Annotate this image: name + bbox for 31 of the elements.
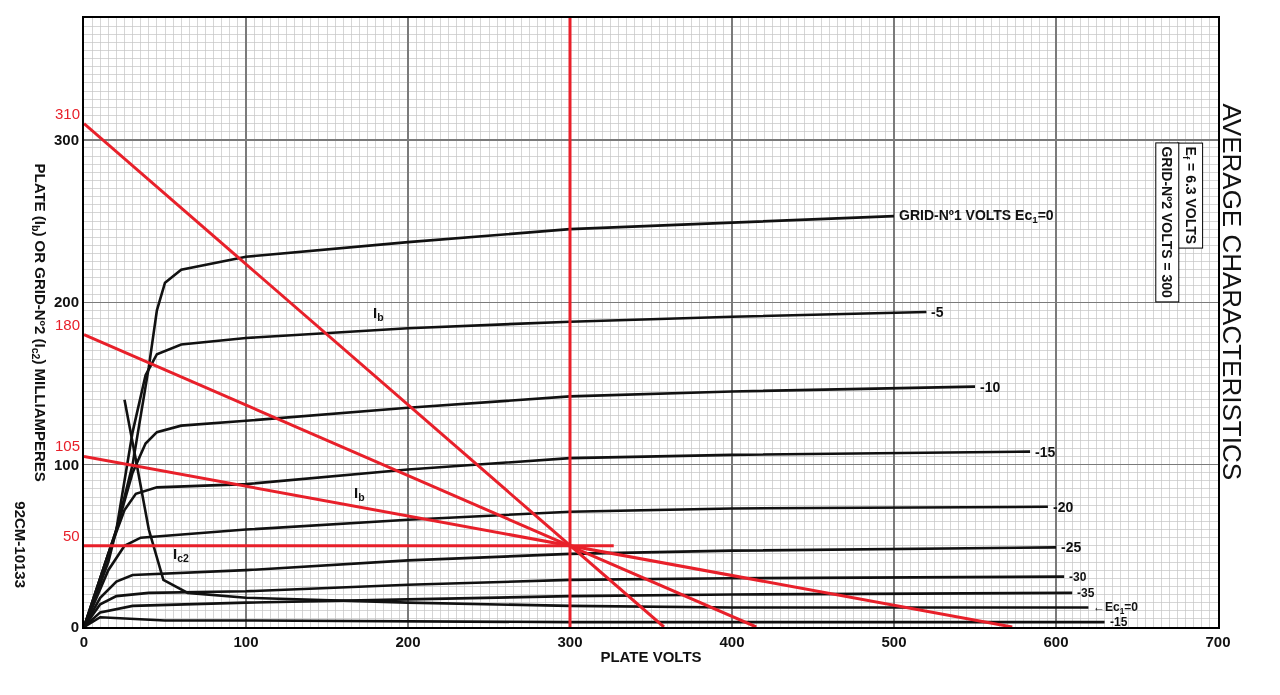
series-label: ←Ec$_{1}$=0 (1093, 600, 1139, 616)
series-label: -15 (1110, 615, 1128, 629)
series-label: -15 (1035, 444, 1056, 460)
series-label: -30 (1069, 570, 1087, 584)
series-label: -10 (980, 379, 1001, 395)
x-tick-label: 700 (1205, 633, 1231, 650)
annotation: I$_{c2}$ (173, 545, 190, 565)
y-tick-label: 200 (53, 293, 79, 311)
text: 92CM-10133 (11, 501, 29, 589)
series-label: -25 (1061, 539, 1082, 555)
data-label: 180 (55, 316, 81, 333)
annotation: I$_{b}$ (373, 304, 384, 324)
x-tick-label: 200 (395, 633, 421, 650)
series-label: GRID-Nº1 VOLTS Ec$_{1}$=0 (899, 207, 1054, 225)
x-axis-title: PLATE VOLTS (600, 647, 702, 665)
x-tick-label: 300 (557, 633, 583, 650)
annotation: GRID-Nº2 VOLTS = 300 (1159, 146, 1176, 299)
x-tick-label: 100 (233, 633, 259, 650)
annotation: I$_{b}$ (354, 484, 365, 504)
series-label: -5 (931, 304, 944, 320)
data-label: 310 (55, 105, 81, 122)
text: AVERAGE CHARACTERISTICS (1216, 103, 1247, 481)
y-tick-label: 100 (53, 455, 79, 473)
x-tick-label: 400 (719, 633, 745, 650)
y-tick-label: 300 (53, 131, 79, 149)
y-tick-label: 0 (70, 618, 79, 636)
x-tick-label: 500 (881, 633, 907, 650)
x-tick-label: 600 (1043, 633, 1069, 650)
data-label: 105 (55, 437, 81, 454)
data-label: 50 (63, 527, 80, 544)
series-label: -35 (1077, 586, 1095, 600)
